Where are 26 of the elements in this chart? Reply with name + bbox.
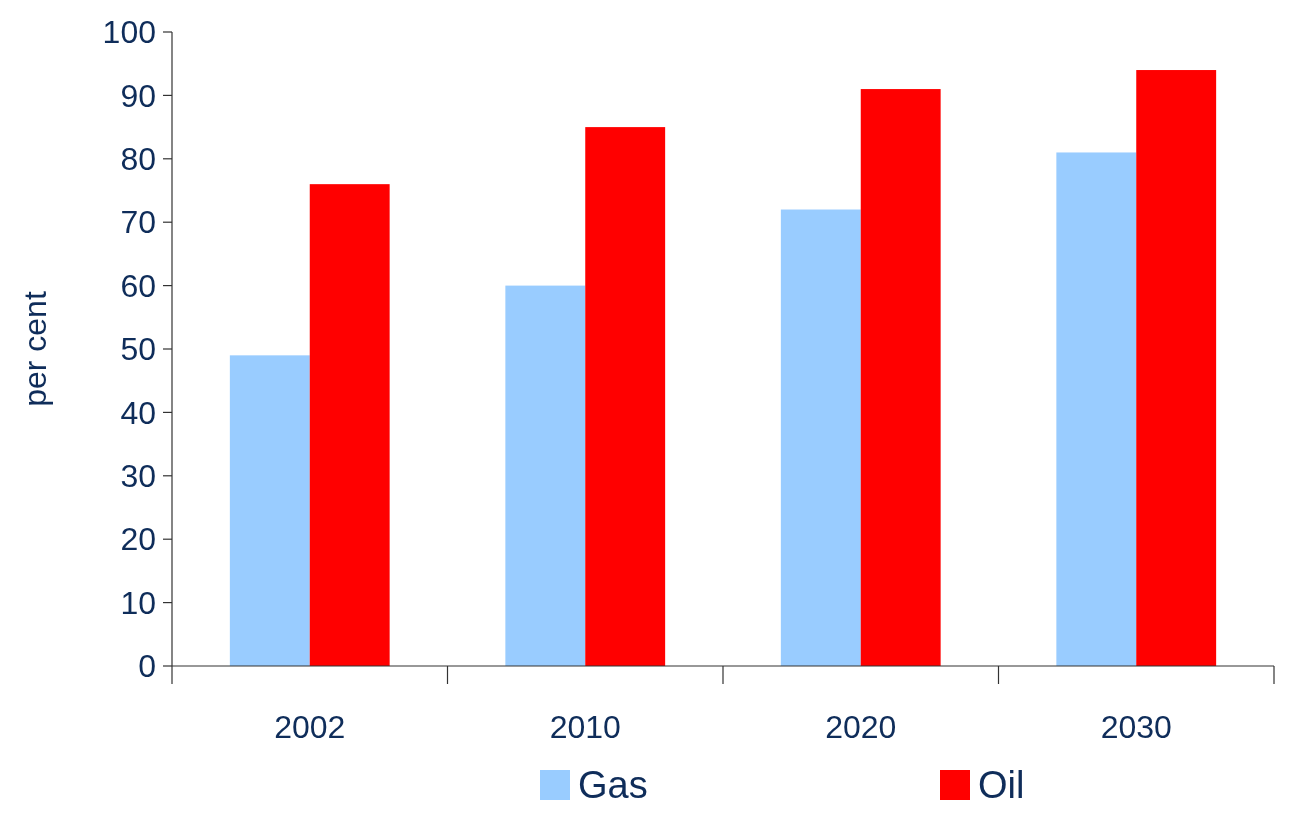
bar <box>309 184 390 666</box>
y-axis-title: per cent <box>17 291 53 407</box>
bar <box>585 127 666 666</box>
x-tick-label: 2010 <box>549 709 621 745</box>
y-tick-label: 20 <box>120 521 156 558</box>
legend-label: Oil <box>978 764 1025 806</box>
y-tick-label: 40 <box>120 394 156 431</box>
bar <box>505 285 586 666</box>
y-tick-label: 10 <box>120 584 156 621</box>
x-tick-label: 2020 <box>825 709 897 745</box>
y-tick-label: 50 <box>120 331 156 368</box>
x-tick-label: 2030 <box>1100 709 1172 745</box>
bar <box>780 209 861 666</box>
y-tick-label: 70 <box>120 204 156 241</box>
bar <box>860 89 941 666</box>
x-tick-label: 2002 <box>274 709 346 745</box>
legend-label: Gas <box>578 764 648 806</box>
bar <box>1056 152 1137 666</box>
y-tick-label: 80 <box>120 141 156 177</box>
y-tick-label: 30 <box>120 458 156 494</box>
y-tick-label: 90 <box>120 77 156 114</box>
y-tick-label: 100 <box>102 14 156 51</box>
bar <box>229 355 310 666</box>
y-tick-label: 0 <box>138 648 156 685</box>
y-tick-label: 60 <box>120 267 156 304</box>
bar <box>1136 70 1217 666</box>
